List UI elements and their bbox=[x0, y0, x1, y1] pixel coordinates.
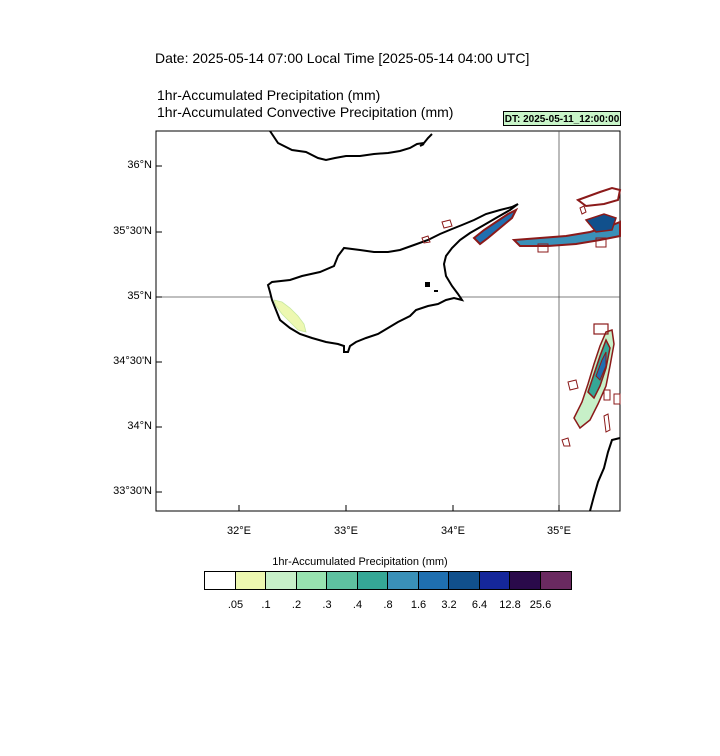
colorbar-tick-label: 3.2 bbox=[441, 599, 457, 611]
colorbar-swatch bbox=[357, 572, 388, 589]
convective-band-east bbox=[561, 323, 621, 447]
colorbar-tick-label: 12.8 bbox=[499, 599, 521, 611]
colorbar-tick-label: .3 bbox=[322, 599, 332, 611]
model-run-badge: DT: 2025-05-11_12:00:00 bbox=[503, 111, 621, 126]
lon-ticks bbox=[238, 505, 560, 511]
colorbar-swatch bbox=[266, 572, 297, 589]
colorbar-tick-label: 25.6 bbox=[529, 599, 552, 611]
lon-label-34e: 34°E bbox=[441, 525, 465, 537]
colorbar-swatch bbox=[540, 572, 571, 589]
lon-label-32e: 32°E bbox=[227, 525, 251, 537]
lon-label-33e: 33°E bbox=[334, 525, 358, 537]
date-title: Date: 2025-05-14 07:00 Local Time [2025-… bbox=[155, 50, 530, 66]
precip-title: 1hr-Accumulated Precipitation (mm) bbox=[157, 87, 381, 103]
colorbar-tick-label: .1 bbox=[261, 599, 271, 611]
colorbar-swatch bbox=[205, 572, 236, 589]
colorbar-swatch bbox=[418, 572, 449, 589]
colorbar-swatch bbox=[327, 572, 358, 589]
lat-label-36n: 36°N bbox=[127, 159, 152, 171]
colorbar-tick-label: .05 bbox=[227, 599, 244, 611]
levant-coastline bbox=[589, 437, 621, 512]
cyprus-islet bbox=[425, 282, 430, 287]
colorbar-swatch bbox=[449, 572, 480, 589]
lat-label-33-30n: 33°30'N bbox=[113, 485, 152, 497]
colorbar-tick-label: 1.6 bbox=[410, 599, 427, 611]
convective-precip-title: 1hr-Accumulated Convective Precipitation… bbox=[157, 104, 454, 120]
colorbar bbox=[204, 571, 572, 590]
colorbar-swatch bbox=[479, 572, 510, 589]
lat-label-35n: 35°N bbox=[127, 290, 152, 302]
precip-west-cyprus bbox=[273, 299, 307, 333]
lat-ticks bbox=[156, 165, 162, 493]
lat-label-34n: 34°N bbox=[127, 420, 152, 432]
colorbar-tick-label: .4 bbox=[352, 599, 363, 611]
colorbar-swatch bbox=[388, 572, 419, 589]
lon-label-35e: 35°E bbox=[547, 525, 571, 537]
colorbar-swatch bbox=[296, 572, 327, 589]
lat-label-35-30n: 35°30'N bbox=[113, 225, 152, 237]
colorbar-tick-label: .8 bbox=[383, 599, 393, 611]
lat-label-34-30n: 34°30'N bbox=[113, 355, 152, 367]
turkey-coastline bbox=[269, 130, 433, 162]
colorbar-swatch bbox=[235, 572, 266, 589]
colorbar-swatch bbox=[510, 572, 541, 589]
convective-band-north bbox=[421, 186, 622, 253]
colorbar-title: 1hr-Accumulated Precipitation (mm) bbox=[272, 556, 448, 568]
colorbar-tick-label: 6.4 bbox=[471, 599, 488, 611]
colorbar-tick-label: .2 bbox=[291, 599, 302, 611]
cyprus-coastline bbox=[266, 203, 519, 353]
cyprus-islet-2 bbox=[434, 290, 438, 292]
turkey-coast-islet bbox=[419, 143, 425, 147]
